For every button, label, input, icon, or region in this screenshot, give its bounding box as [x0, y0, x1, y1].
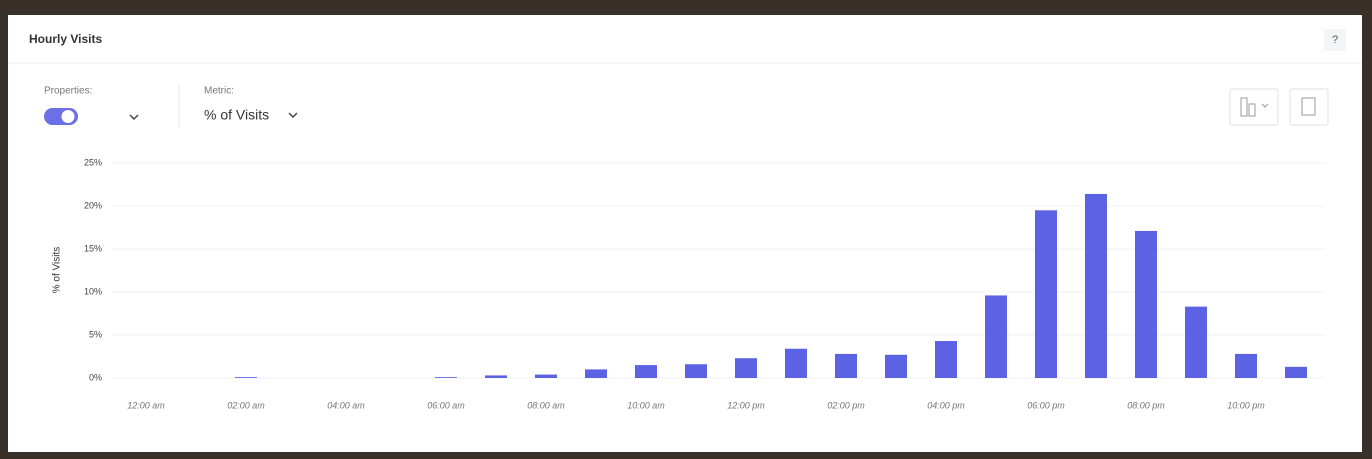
x-tick-label: 12:00 am [127, 400, 165, 410]
y-tick-label: 5% [89, 329, 102, 339]
widget-card [8, 15, 1362, 452]
bar [835, 353, 857, 378]
bar [785, 348, 807, 378]
bar [1085, 193, 1107, 378]
bar [1185, 306, 1207, 378]
bar [235, 377, 257, 378]
widget-title: Hourly Visits [29, 32, 102, 46]
metric-label: Metric: [204, 86, 234, 97]
y-tick-label: 15% [84, 243, 102, 253]
x-tick-label: 08:00 pm [1127, 400, 1165, 410]
bar [585, 369, 607, 378]
y-tick-label: 0% [89, 372, 102, 382]
y-tick-label: 25% [84, 157, 102, 167]
bar [435, 377, 457, 378]
chart-type-icon [1240, 97, 1248, 117]
y-tick-label: 20% [84, 200, 102, 210]
x-tick-label: 10:00 pm [1227, 400, 1265, 410]
y-axis-title: % of Visits [52, 247, 63, 294]
bar [885, 354, 907, 378]
properties-label: Properties: [44, 86, 92, 97]
bar [535, 374, 557, 378]
chart-type-icon [1248, 103, 1256, 117]
bar [985, 295, 1007, 378]
metric-select[interactable]: % of Visits [204, 107, 269, 123]
properties-dropdown[interactable] [129, 114, 139, 121]
toggle-knob [61, 110, 75, 123]
bar [935, 341, 957, 378]
bar [485, 375, 507, 378]
bar [1035, 210, 1057, 378]
help-button[interactable] [1324, 29, 1346, 51]
help-icon[interactable]: ? [1332, 34, 1338, 46]
plot: 0% 5% 10% 15% 20% 25% 12:00 am 02:00 am 04:00 am… [84, 157, 1325, 410]
x-tick-label: 12:00 pm [727, 400, 765, 410]
bar [1135, 230, 1157, 378]
bar [685, 364, 707, 378]
metric-dropdown[interactable] [288, 112, 298, 119]
bar [735, 358, 757, 378]
x-tick-label: 04:00 pm [927, 400, 965, 410]
x-tick-label: 10:00 am [627, 400, 665, 410]
chart-type-button[interactable] [1229, 88, 1279, 126]
x-tick-label: 04:00 am [327, 400, 365, 410]
bar [1235, 353, 1257, 378]
x-tick-label: 06:00 am [427, 400, 465, 410]
x-tick-label: 06:00 pm [1027, 400, 1065, 410]
bar [1285, 366, 1307, 378]
x-tick-label: 02:00 am [227, 400, 265, 410]
export-button[interactable] [1289, 88, 1329, 126]
bar [635, 365, 657, 378]
export-icon [1301, 97, 1316, 116]
x-tick-label: 02:00 pm [827, 400, 865, 410]
chart-type-caret [1261, 103, 1269, 108]
x-tick-label: 08:00 am [527, 400, 565, 410]
y-tick-label: 10% [84, 286, 102, 296]
